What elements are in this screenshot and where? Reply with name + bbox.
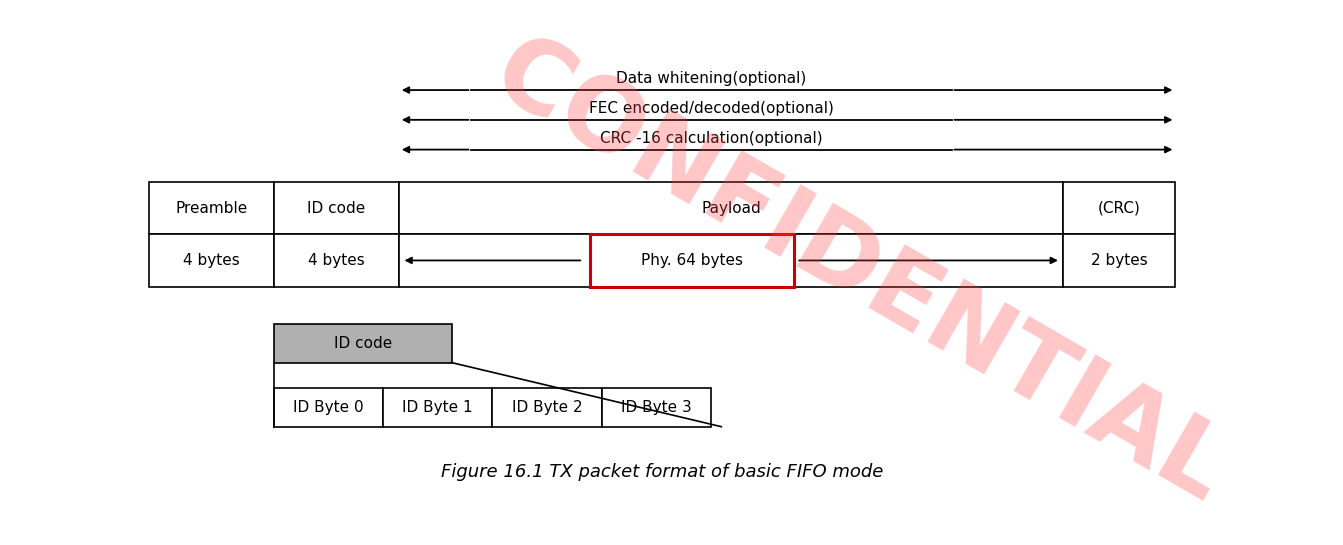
Text: 4 bytes: 4 bytes <box>308 253 365 268</box>
Text: 2 bytes: 2 bytes <box>1091 253 1148 268</box>
Text: Phy. 64 bytes: Phy. 64 bytes <box>641 253 743 268</box>
Text: ID code: ID code <box>333 336 392 350</box>
Text: Data whitening(optional): Data whitening(optional) <box>616 71 807 87</box>
Text: ID Byte 3: ID Byte 3 <box>620 399 692 415</box>
Bar <box>399 181 1064 234</box>
Bar <box>274 234 399 287</box>
Text: 4 bytes: 4 bytes <box>183 253 240 268</box>
Bar <box>1064 234 1175 287</box>
Bar <box>493 387 602 427</box>
Bar <box>590 234 794 287</box>
Bar <box>399 234 1064 287</box>
Bar <box>1064 181 1175 234</box>
Text: Preamble: Preamble <box>176 201 247 215</box>
Text: ID Byte 0: ID Byte 0 <box>293 399 364 415</box>
Text: ID Byte 2: ID Byte 2 <box>512 399 583 415</box>
Text: Figure 16.1 TX packet format of basic FIFO mode: Figure 16.1 TX packet format of basic FI… <box>441 463 884 481</box>
Bar <box>274 387 383 427</box>
Text: CONFIDENTIAL: CONFIDENTIAL <box>477 24 1242 523</box>
Text: Payload: Payload <box>701 201 761 215</box>
Bar <box>274 324 451 362</box>
Text: FEC encoded/decoded(optional): FEC encoded/decoded(optional) <box>590 101 834 116</box>
Text: ID Byte 1: ID Byte 1 <box>403 399 473 415</box>
Bar <box>602 387 710 427</box>
Bar <box>274 181 399 234</box>
Text: ID code: ID code <box>308 201 365 215</box>
Bar <box>149 234 274 287</box>
Text: (CRC): (CRC) <box>1099 201 1140 215</box>
Bar <box>383 387 493 427</box>
Bar <box>149 181 274 234</box>
Text: CRC -16 calculation(optional): CRC -16 calculation(optional) <box>600 131 823 146</box>
